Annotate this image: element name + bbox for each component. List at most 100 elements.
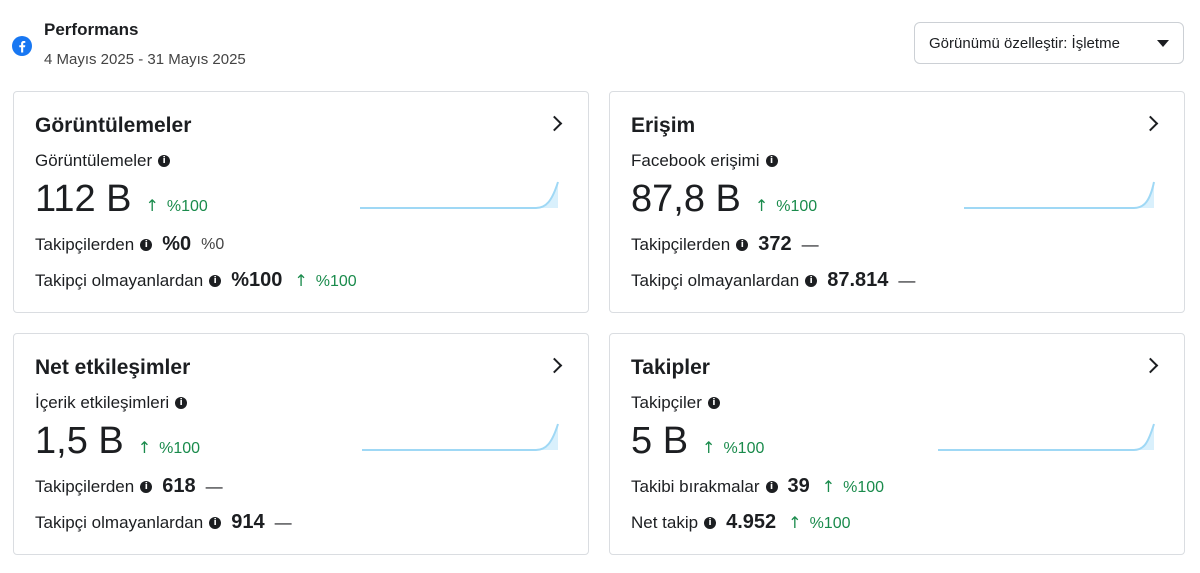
info-icon[interactable]: i [707, 397, 720, 409]
metric-label: Facebook erişimi i [631, 151, 778, 171]
info-icon[interactable]: i [209, 516, 222, 529]
customize-view-label: Görünümü özelleştir: İşletme [929, 34, 1120, 52]
info-icon[interactable]: i [158, 155, 171, 167]
date-range: 4 Mayıs 2025 - 31 Mayıs 2025 [44, 51, 246, 68]
caret-down-icon [1157, 39, 1169, 47]
net-follows-row: Net takip i 4.952 ↑ %100 [631, 511, 850, 534]
row-value: 87.814 [827, 269, 889, 291]
row-label: Takipçilerden [631, 234, 731, 254]
page-title: Performans [44, 20, 139, 39]
arrow-up-icon: ↑ [137, 438, 152, 457]
metric-value-row: 87,8 B ↑ %100 [631, 178, 817, 221]
chevron-right-icon[interactable] [546, 357, 563, 374]
info-icon[interactable]: i [140, 480, 153, 493]
arrow-up-icon: ↑ [754, 196, 769, 215]
trend-badge: ↑ %100 [145, 196, 207, 216]
trend-badge: ↑ %100 [702, 438, 764, 458]
arrow-up-icon: ↑ [821, 476, 836, 496]
non-followers-row: Takipçi olmayanlardan i 914 — [35, 511, 292, 534]
trend-value: %100 [159, 440, 201, 457]
no-change-dash: — [274, 512, 292, 532]
metric-value: 1,5 B [35, 420, 124, 462]
card-title: Erişim [631, 114, 696, 137]
row-label: Takipçi olmayanlardan [35, 512, 204, 532]
row-value: 39 [787, 475, 810, 497]
trend-value: %100 [776, 198, 818, 215]
info-icon[interactable]: i [140, 238, 153, 251]
sparkline-chart [362, 423, 559, 451]
card-title: Takipler [631, 356, 710, 379]
metric-value-row: 5 B ↑ %100 [631, 420, 764, 463]
non-followers-row: Takipçi olmayanlardan i 87.814 — [631, 269, 915, 292]
metric-label: Görüntülemeler i [35, 151, 171, 171]
no-change-dash: — [205, 476, 223, 496]
sparkline-chart [360, 181, 559, 209]
card-views: Görüntülemeler Görüntülemeler i 112 B ↑%… [13, 91, 589, 313]
followers-row: Takipçilerden i %0 %0 [35, 233, 224, 256]
trend-badge: ↑ %100 [755, 196, 817, 216]
metric-label-text: Facebook erişimi [631, 151, 760, 170]
info-icon[interactable]: i [704, 516, 717, 529]
customize-view-button[interactable]: Görünümü özelleştir: İşletme [914, 22, 1184, 64]
metric-label: Takipçiler i [631, 393, 720, 413]
row-value: 914 [231, 511, 265, 533]
followers-row: Takipçilerden i 618 — [35, 475, 223, 498]
card-reach: Erişim Facebook erişimi i 87,8 B ↑ %100 T… [609, 91, 1185, 313]
info-icon[interactable]: i [765, 480, 778, 493]
info-icon[interactable]: i [209, 274, 222, 287]
sparkline-chart [938, 423, 1155, 451]
sparkline-chart [964, 181, 1155, 209]
chevron-right-icon[interactable] [546, 115, 563, 132]
arrow-up-icon: ↑ [294, 270, 308, 290]
metric-value-row: 1,5 B ↑ %100 [35, 420, 200, 463]
trend-value: %100 [315, 272, 357, 290]
no-change-dash: — [801, 234, 819, 254]
trend-badge: ↑ %100 [294, 271, 356, 291]
row-label: Takipçilerden [35, 234, 135, 254]
unfollows-row: Takibi bırakmalar i 39 ↑ %100 [631, 475, 884, 498]
row-value: 372 [758, 233, 792, 255]
row-value: 618 [162, 475, 196, 497]
card-follows: Takipler Takipçiler i 5 B ↑ %100 Takibi b… [609, 333, 1185, 555]
trend-badge: ↑ %100 [822, 477, 884, 497]
row-label: Takipçilerden [35, 476, 135, 496]
non-followers-row: Takipçi olmayanlardan i %100 ↑ %100 [35, 269, 357, 292]
trend-value: %100 [723, 440, 765, 457]
metric-value: 87,8 B [631, 178, 741, 220]
arrow-up-icon: ↑ [145, 196, 159, 215]
chevron-right-icon[interactable] [1142, 115, 1159, 132]
row-change: %0 [201, 235, 225, 253]
no-change-dash: — [898, 270, 916, 290]
row-label: Takipçi olmayanlardan [631, 270, 800, 290]
info-icon[interactable]: i [736, 238, 749, 251]
chevron-right-icon[interactable] [1142, 357, 1159, 374]
trend-value: %100 [809, 514, 851, 532]
trend-value: %100 [166, 198, 208, 215]
trend-value: %100 [843, 478, 885, 496]
row-value: %100 [231, 269, 283, 291]
followers-row: Takipçilerden i 372 — [631, 233, 819, 256]
metric-label: İçerik etkileşimleri i [35, 393, 188, 413]
info-icon[interactable]: i [175, 397, 188, 409]
metric-value-row: 112 B ↑ %100 [35, 178, 208, 221]
arrow-up-icon: ↑ [788, 512, 802, 532]
facebook-icon [12, 36, 32, 56]
row-label: Net takip [631, 512, 699, 532]
card-title: Görüntülemeler [35, 114, 192, 137]
arrow-up-icon: ↑ [702, 438, 716, 457]
row-value: 4.952 [726, 511, 777, 533]
row-label: Takipçi olmayanlardan [35, 270, 204, 290]
metric-label-text: Takipçiler [631, 393, 702, 412]
metric-label-text: Görüntülemeler [35, 151, 153, 170]
trend-badge: ↑ %100 [138, 438, 200, 458]
metric-value: 112 B [35, 178, 132, 220]
row-value: %0 [162, 233, 192, 255]
metric-label-text: İçerik etkileşimleri [35, 393, 170, 412]
info-icon[interactable]: i [805, 274, 818, 287]
performance-header: Performans 4 Mayıs 2025 - 31 Mayıs 2025 … [12, 18, 1188, 72]
row-label: Takibi bırakmalar [631, 476, 760, 496]
metric-value: 5 B [631, 420, 689, 462]
trend-badge: ↑ %100 [788, 513, 850, 533]
card-title: Net etkileşimler [35, 356, 191, 379]
info-icon[interactable]: i [765, 155, 778, 167]
